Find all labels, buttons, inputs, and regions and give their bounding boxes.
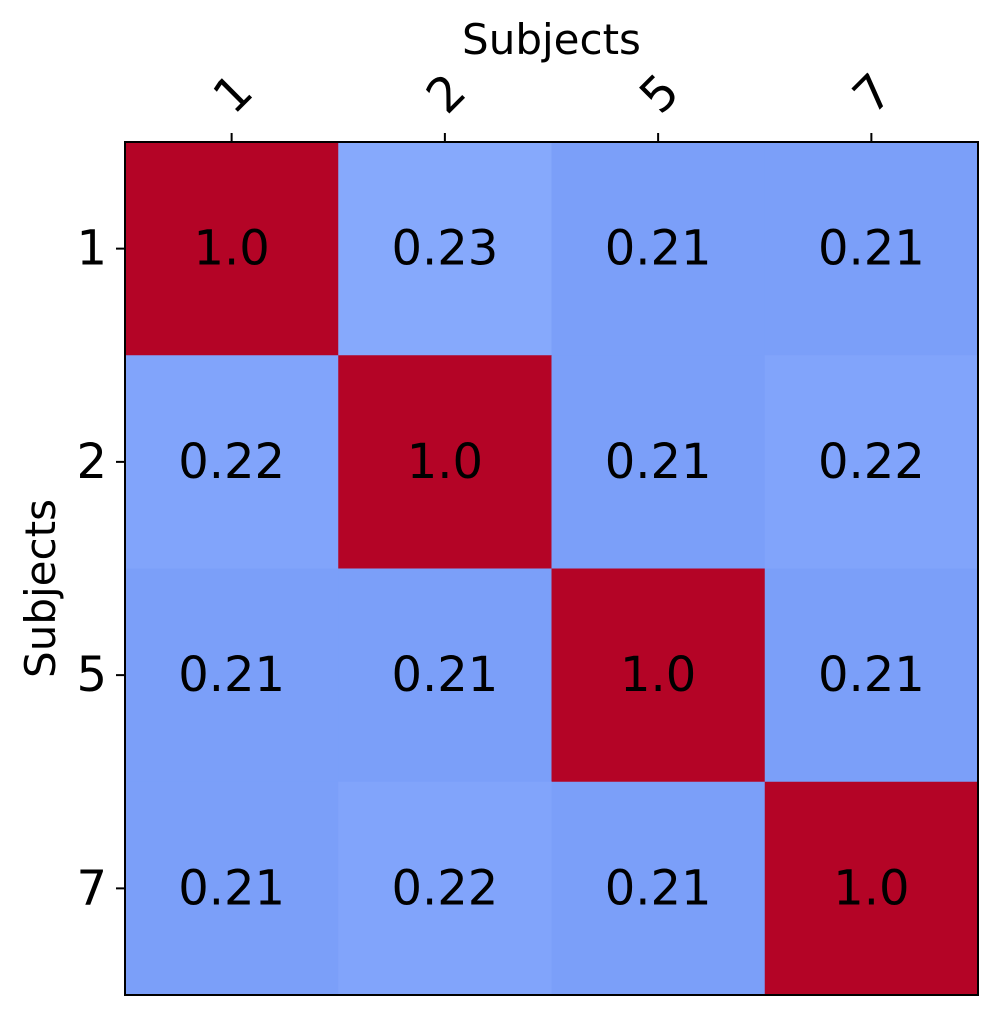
cell-value-label-r0-c2: 0.21	[605, 221, 712, 277]
y-tick-label-5: 5	[76, 647, 107, 703]
heatmap-cell-r1-c0	[125, 355, 339, 569]
cell-value-label-r0-c3: 0.21	[818, 221, 925, 277]
x-tick-label-1: 1	[203, 63, 264, 124]
heatmap-cell-r0-c0	[125, 142, 339, 356]
x-tick-label-7: 7	[842, 63, 903, 124]
cell-value-label-r2-c1: 0.21	[391, 647, 498, 703]
y-tick-label-2: 2	[76, 434, 107, 490]
heatmap-cell-r0-c1	[338, 142, 552, 356]
heatmap-cell-r3-c2	[551, 781, 766, 996]
y-axis-title: Subjects	[16, 499, 65, 678]
heatmap-cell-r3-c0	[125, 781, 339, 996]
heatmap-cell-r2-c2	[551, 568, 766, 783]
heatmap-cell-r0-c2	[551, 142, 766, 356]
x-tick-label-5: 5	[629, 63, 690, 124]
heatmap-cell-r1-c3	[764, 355, 979, 569]
cell-value-label-r3-c2: 0.21	[605, 860, 712, 916]
y-tick-label-1: 1	[76, 221, 107, 277]
cell-value-label-r1-c3: 0.22	[818, 434, 925, 490]
x-tick-label-2: 2	[416, 63, 477, 124]
cell-value-label-r0-c0: 1.0	[193, 221, 269, 277]
heatmap-cell-r2-c3	[764, 568, 979, 783]
cell-value-label-r3-c0: 0.21	[178, 860, 285, 916]
x-axis-title: Subjects	[462, 15, 641, 64]
plot-frame	[124, 141, 979, 996]
heatmap-cell-r2-c0	[125, 568, 339, 783]
heatmap-cell-r3-c3	[764, 781, 979, 996]
heatmap-cell-r1-c1	[338, 355, 552, 569]
y-axis-ticks: 1 2 5 7	[76, 221, 125, 916]
heatmap-cell-r2-c1	[338, 568, 552, 783]
cell-value-label-r2-c2: 1.0	[620, 647, 696, 703]
cell-value-labels: 1.0 0.23 0.21 0.21 0.22 1.0 0.21 0.22 0.21 0.21 1.…	[178, 221, 925, 917]
heatmap-cell-r0-c3	[764, 142, 979, 356]
heatmap-cell-r3-c1	[338, 781, 552, 996]
heatmap-cell-r1-c2	[551, 355, 766, 569]
y-tick-label-7: 7	[76, 860, 107, 916]
cell-value-label-r2-c3: 0.21	[818, 647, 925, 703]
cell-value-label-r2-c0: 0.21	[178, 647, 285, 703]
cell-value-label-r1-c1: 1.0	[407, 434, 483, 490]
cell-value-label-r1-c2: 0.21	[605, 434, 712, 490]
cell-value-label-r1-c0: 0.22	[178, 434, 285, 490]
cell-value-label-r0-c1: 0.23	[391, 221, 498, 277]
cell-value-label-r3-c1: 0.22	[391, 860, 498, 916]
x-axis-ticks: 1 2 5 7	[203, 63, 903, 142]
heatmap-cells	[125, 142, 979, 996]
cell-value-label-r3-c3: 1.0	[833, 860, 909, 916]
